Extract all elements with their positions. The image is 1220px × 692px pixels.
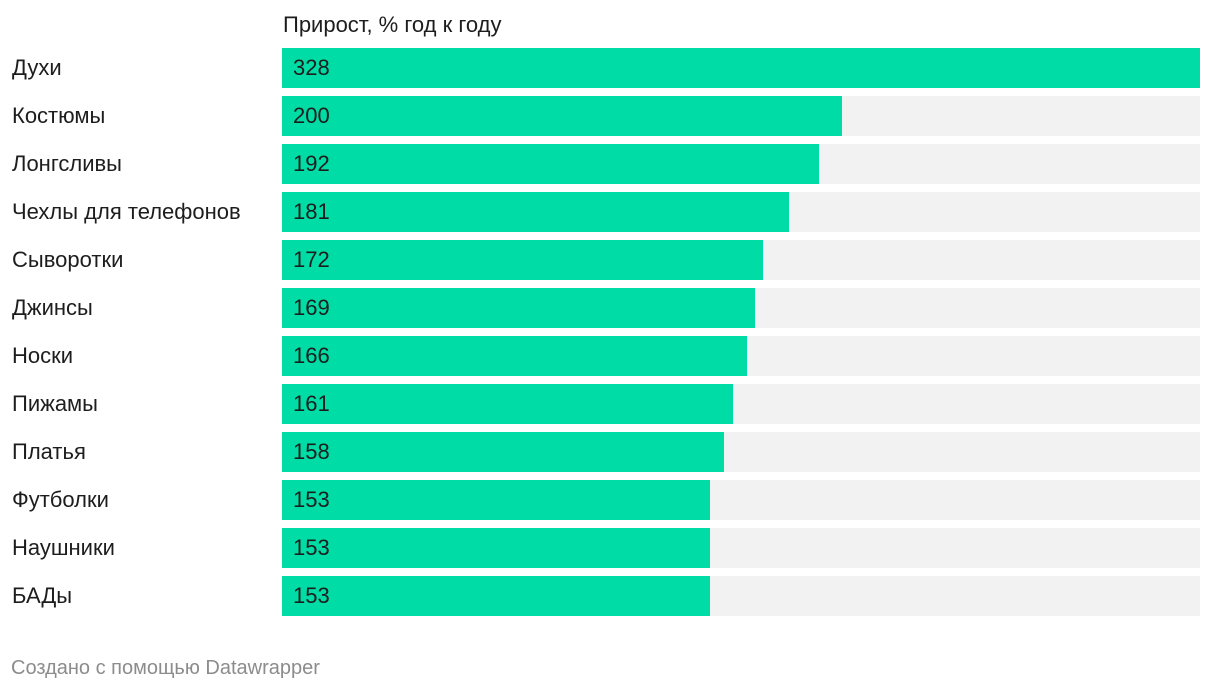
bar-row: Платья 158 <box>0 432 1220 472</box>
category-label: Сыворотки <box>12 247 124 272</box>
value-label: 200 <box>293 103 330 128</box>
bar <box>282 144 819 184</box>
bar-track: 328 <box>282 48 1200 88</box>
value-label: 172 <box>293 247 330 272</box>
value-label: 166 <box>293 343 330 368</box>
bar <box>282 528 710 568</box>
category-label: Чехлы для телефонов <box>12 199 241 224</box>
bar <box>282 480 710 520</box>
bar-track: 169 <box>282 288 1200 328</box>
bar-row: Джинсы 169 <box>0 288 1220 328</box>
category-label: Наушники <box>12 535 115 560</box>
value-label: 153 <box>293 535 330 560</box>
value-label: 161 <box>293 391 330 416</box>
value-label: 158 <box>293 439 330 464</box>
bar-row: Лонгсливы 192 <box>0 144 1220 184</box>
bar-track: 158 <box>282 432 1200 472</box>
bar-row: Футболки 153 <box>0 480 1220 520</box>
bar-track: 166 <box>282 336 1200 376</box>
bar-row: Носки 166 <box>0 336 1220 376</box>
bar-track: 153 <box>282 576 1200 616</box>
bar-row: Костюмы 200 <box>0 96 1220 136</box>
bar <box>282 576 710 616</box>
bar-track: 153 <box>282 480 1200 520</box>
value-label: 153 <box>293 583 330 608</box>
category-label: Платья <box>12 439 86 464</box>
category-label: Носки <box>12 343 74 368</box>
bar <box>282 336 747 376</box>
bar-track: 161 <box>282 384 1200 424</box>
bar <box>282 432 724 472</box>
bar <box>282 240 763 280</box>
bar <box>282 384 733 424</box>
value-label: 328 <box>293 55 330 80</box>
bar <box>282 48 1200 88</box>
bar-track: 192 <box>282 144 1200 184</box>
bar <box>282 192 789 232</box>
bar-row: Наушники 153 <box>0 528 1220 568</box>
value-label: 192 <box>293 151 330 176</box>
bar-track: 153 <box>282 528 1200 568</box>
chart-title: Прирост, % год к году <box>283 12 502 37</box>
bar-row: БАДы 153 <box>0 576 1220 616</box>
bar-row: Чехлы для телефонов 181 <box>0 192 1220 232</box>
category-label: Духи <box>12 55 62 80</box>
bar-track: 181 <box>282 192 1200 232</box>
category-label: Пижамы <box>12 391 98 416</box>
bar-track: 172 <box>282 240 1200 280</box>
bar-row: Пижамы 161 <box>0 384 1220 424</box>
bar <box>282 96 842 136</box>
category-label: Лонгсливы <box>12 151 122 176</box>
bar <box>282 288 755 328</box>
category-label: БАДы <box>12 583 73 608</box>
category-label: Джинсы <box>12 295 93 320</box>
bar-row: Духи 328 <box>0 48 1220 88</box>
footer-credit: Создано с помощью Datawrapper <box>11 657 320 679</box>
bar-row: Сыворотки 172 <box>0 240 1220 280</box>
value-label: 153 <box>293 487 330 512</box>
bar-track: 200 <box>282 96 1200 136</box>
value-label: 181 <box>293 199 330 224</box>
category-label: Футболки <box>12 487 109 512</box>
category-label: Костюмы <box>12 103 106 128</box>
value-label: 169 <box>293 295 330 320</box>
